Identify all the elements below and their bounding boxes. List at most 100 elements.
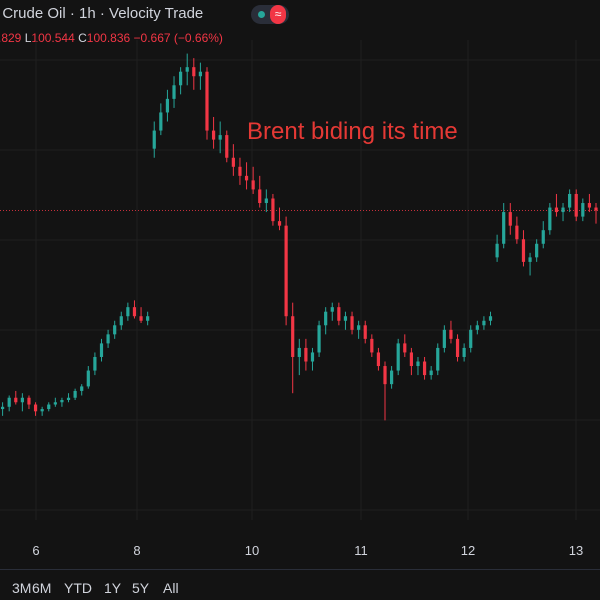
candle-body [521,239,526,262]
candle-body [442,329,446,348]
candle-body [310,352,315,362]
low-value: 100.544 [31,31,75,45]
candle-body [297,347,301,357]
symbol-title[interactable]: t Crude Oil · 1h · Velocity Trade [0,5,204,22]
candle-body [409,352,413,367]
x-tick-label: 10 [245,543,259,558]
x-tick-label: 13 [569,543,583,558]
candle-body [165,98,170,113]
candle-body [337,307,341,321]
candle-body [33,404,38,412]
candle-body [277,221,282,226]
candle-body [475,325,479,330]
candlestick-chart[interactable]: 6 8 10 11 12 13 [0,40,600,570]
candle-body [119,316,123,326]
candle-body [528,257,532,262]
candle-body [574,193,578,217]
candle-body [429,370,433,376]
candle-body [113,325,117,335]
x-tick-label: 11 [354,543,368,558]
candle-body [86,370,90,387]
chart-header: t Crude Oil · 1h · Velocity Trade ≈ .829… [0,0,600,50]
candle-body [422,361,427,376]
x-tick-label: 12 [461,543,475,558]
ohlc-readout: .829 L100.544 C100.836 −0.667 (−0.66%) [0,31,223,45]
range-selector: 3M 6M YTD 1Y 5Y All [0,572,600,600]
candle-body [515,225,519,240]
candle-body [146,316,150,321]
candle-body [390,370,394,385]
market-status-pill[interactable]: ≈ [251,5,289,24]
candle-body [541,230,545,244]
candle-body [159,112,163,131]
candle-body [548,207,552,231]
candle-body [304,347,308,362]
wave-icon: ≈ [270,5,286,24]
candle-body [258,189,262,204]
candle-body [271,198,275,222]
candle-body [357,325,361,330]
candle-body [370,338,374,353]
candle-body [455,338,460,357]
candle-body [244,175,249,181]
candle-body [7,397,11,407]
candle-body [594,207,598,211]
candle-body [152,130,156,149]
candle-body [47,404,51,410]
candle-body [317,325,321,353]
range-button-ytd[interactable]: YTD [64,580,92,596]
range-button-3m[interactable]: 3M [12,580,32,596]
range-button-all[interactable]: All [163,580,179,596]
candle-body [568,193,572,208]
candle-body [66,397,71,400]
candle-body [376,352,381,367]
candle-body [291,316,295,357]
candle-body [192,67,196,77]
candle-body [238,166,242,176]
candle-body [587,203,592,208]
candle-body [482,320,486,326]
candle-body [185,67,189,72]
candle-body [198,71,202,77]
candle-body [205,71,209,131]
candle-body [449,329,453,339]
candle-body [330,307,334,312]
close-key: C [78,31,87,45]
chart-annotation: Brent biding its time [247,118,458,145]
candle-body [139,316,143,321]
candle-body [126,307,130,317]
candle-body [99,343,104,357]
candle-body [53,402,57,405]
candle-body [350,316,354,330]
candle-body [251,180,255,190]
candle-body [218,135,222,140]
candle-body [581,203,585,217]
candle-body [73,390,77,398]
candle-body [93,356,97,371]
range-button-5y[interactable]: 5Y [132,580,150,596]
x-tick-label: 6 [32,543,39,558]
candle-body [462,347,466,357]
candle-body [554,207,559,213]
candle-body [488,316,493,321]
market-open-dot-icon [258,11,265,18]
candle-body [343,316,348,321]
candle-body [416,361,420,367]
candle-body [132,307,137,317]
candle-body [27,397,31,405]
candle-body [231,157,235,167]
candle-body [502,212,506,244]
range-button-1y[interactable]: 1Y [104,580,122,596]
range-button-6m[interactable]: 6M [32,580,52,596]
candle-body [179,71,183,86]
candle-body [469,329,473,348]
candle-body [172,85,176,99]
candle-body [508,212,512,226]
candle-body [225,135,229,158]
close-value: 100.836 [86,31,131,45]
x-tick-label: 8 [133,543,140,558]
candle-body [383,366,387,385]
candle-body [396,343,400,371]
candle-body [211,130,216,140]
candle-body [495,243,499,258]
